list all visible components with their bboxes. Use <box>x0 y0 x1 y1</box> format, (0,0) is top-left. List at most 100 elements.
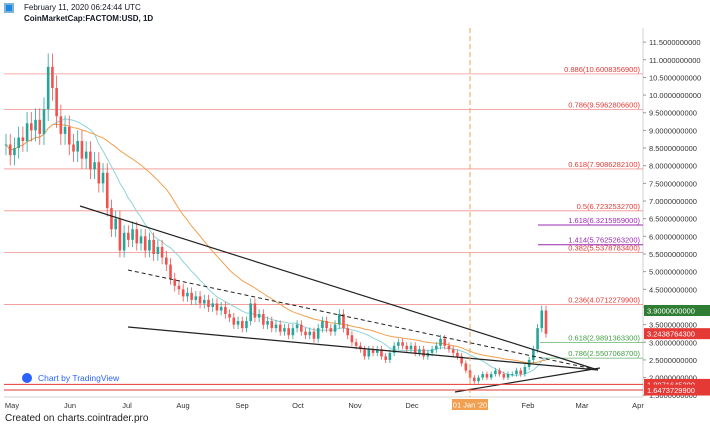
candle-body <box>219 306 223 311</box>
candle-body <box>291 328 295 336</box>
candle-body <box>207 299 210 307</box>
candle-body <box>232 317 236 325</box>
candle-body <box>367 349 371 357</box>
x-tick-label: Jun <box>64 401 76 410</box>
candle-body <box>489 374 493 378</box>
moving-average-long-line <box>5 123 547 364</box>
candle-body <box>392 345 396 353</box>
candle-body <box>316 328 320 339</box>
fib-level-label: 1.618(6.3215959000) <box>568 216 640 225</box>
candle-body <box>202 299 206 304</box>
candle-body <box>194 296 198 300</box>
candle-body <box>363 349 366 357</box>
candle-body <box>422 349 425 357</box>
x-tick-label: Nov <box>348 401 362 410</box>
candle-body <box>532 349 535 360</box>
candle-body <box>287 328 290 336</box>
candle-body <box>274 324 278 329</box>
header-timestamp: February 11, 2020 06:24:44 UTC <box>24 3 141 12</box>
candle-body <box>80 140 84 159</box>
candle-body <box>127 232 130 240</box>
price-badge <box>644 378 710 390</box>
candle-body <box>38 119 42 134</box>
candle-body <box>257 314 261 318</box>
candle-body <box>93 162 96 170</box>
y-tick-label: 10.5000000000 <box>649 73 701 82</box>
candle-body <box>173 278 177 286</box>
candle-body <box>46 66 50 110</box>
y-tick-label: 8.5000000000 <box>649 144 697 153</box>
fib-level-label: 0.786(2.5507068700) <box>568 349 640 358</box>
candle-body <box>63 126 67 134</box>
date-highlight-badge <box>452 399 488 410</box>
candle-body <box>186 292 189 297</box>
y-tick-label: 6.0000000000 <box>649 232 697 241</box>
price-badge-label: 1.6473729900 <box>647 386 695 395</box>
candle-body <box>177 285 181 290</box>
candle-body <box>519 370 522 375</box>
candle-body <box>143 236 147 251</box>
x-tick-label: May <box>5 401 19 410</box>
candle-body <box>540 310 544 329</box>
candle-body <box>51 66 54 89</box>
fibonacci-levels: 0.886(10.6008356900) 0.786(9.5962806600) 0… <box>4 65 643 359</box>
candle-body <box>97 162 101 184</box>
candle-body <box>59 116 63 134</box>
x-tick-label: Aug <box>176 401 189 410</box>
candle-body <box>329 328 333 332</box>
candle-body <box>135 229 139 244</box>
candle-body <box>110 208 113 230</box>
y-tick-label: 11.0000000000 <box>649 56 701 65</box>
candle-body <box>447 345 451 350</box>
candle-body <box>270 321 274 329</box>
candle-body <box>359 345 362 350</box>
candle-body <box>84 151 88 159</box>
y-tick-label: 4.5000000000 <box>649 285 697 294</box>
candle-body <box>152 239 155 254</box>
candle-body <box>435 345 438 350</box>
candle-body <box>17 137 20 149</box>
candle-body <box>515 370 518 375</box>
candle-body <box>510 374 514 376</box>
candle-body <box>405 345 409 350</box>
footer-credit: Created on charts.cointrader.pro <box>5 413 149 424</box>
fib-level-label: 0.618(7.9086282100) <box>568 160 640 169</box>
candle-body <box>8 144 12 156</box>
time-axis: May Jun Jul Aug Sep Oct Nov Dec 01 Jan '20 Feb Mar… <box>5 399 644 410</box>
candle-body <box>169 264 172 279</box>
watermark-text: Chart by TradingView <box>38 373 120 383</box>
x-tick-label: Jul <box>122 401 132 410</box>
candle-body <box>89 151 92 170</box>
y-tick-label: 7.0000000000 <box>649 197 697 206</box>
y-tick-label: 7.5000000000 <box>649 179 697 188</box>
candle-body <box>118 218 122 251</box>
candle-body <box>304 331 307 336</box>
candle-body <box>295 324 299 329</box>
candle-body <box>156 246 160 254</box>
candle-body <box>21 137 25 141</box>
candle-body <box>148 239 151 251</box>
header-symbol: CoinMarketCap:FACTOM:USD, 1D <box>24 14 153 23</box>
candle-body <box>240 321 244 329</box>
candle-body <box>439 338 442 346</box>
candle-body <box>13 148 16 156</box>
price-badges: 3.90000000003.24387643001.80716453001.64… <box>4 304 710 396</box>
candle-body <box>523 366 527 375</box>
candle-body <box>266 321 269 325</box>
candle-body <box>67 126 71 145</box>
candle-body <box>308 331 312 336</box>
candle-body <box>114 218 117 230</box>
candle-body <box>300 324 303 332</box>
candle-body <box>350 335 354 343</box>
y-tick-label: 5.5000000000 <box>649 250 697 259</box>
candle-body <box>460 356 463 364</box>
candle-body <box>181 289 185 297</box>
candle-body <box>485 374 489 378</box>
candle-body <box>72 144 75 152</box>
tradingview-watermark: Chart by TradingView <box>22 373 120 383</box>
candle-body <box>278 324 282 332</box>
candle-body <box>536 328 539 350</box>
candle-body <box>160 246 164 258</box>
fib-level-label: 0.236(4.0712279900) <box>568 295 640 304</box>
